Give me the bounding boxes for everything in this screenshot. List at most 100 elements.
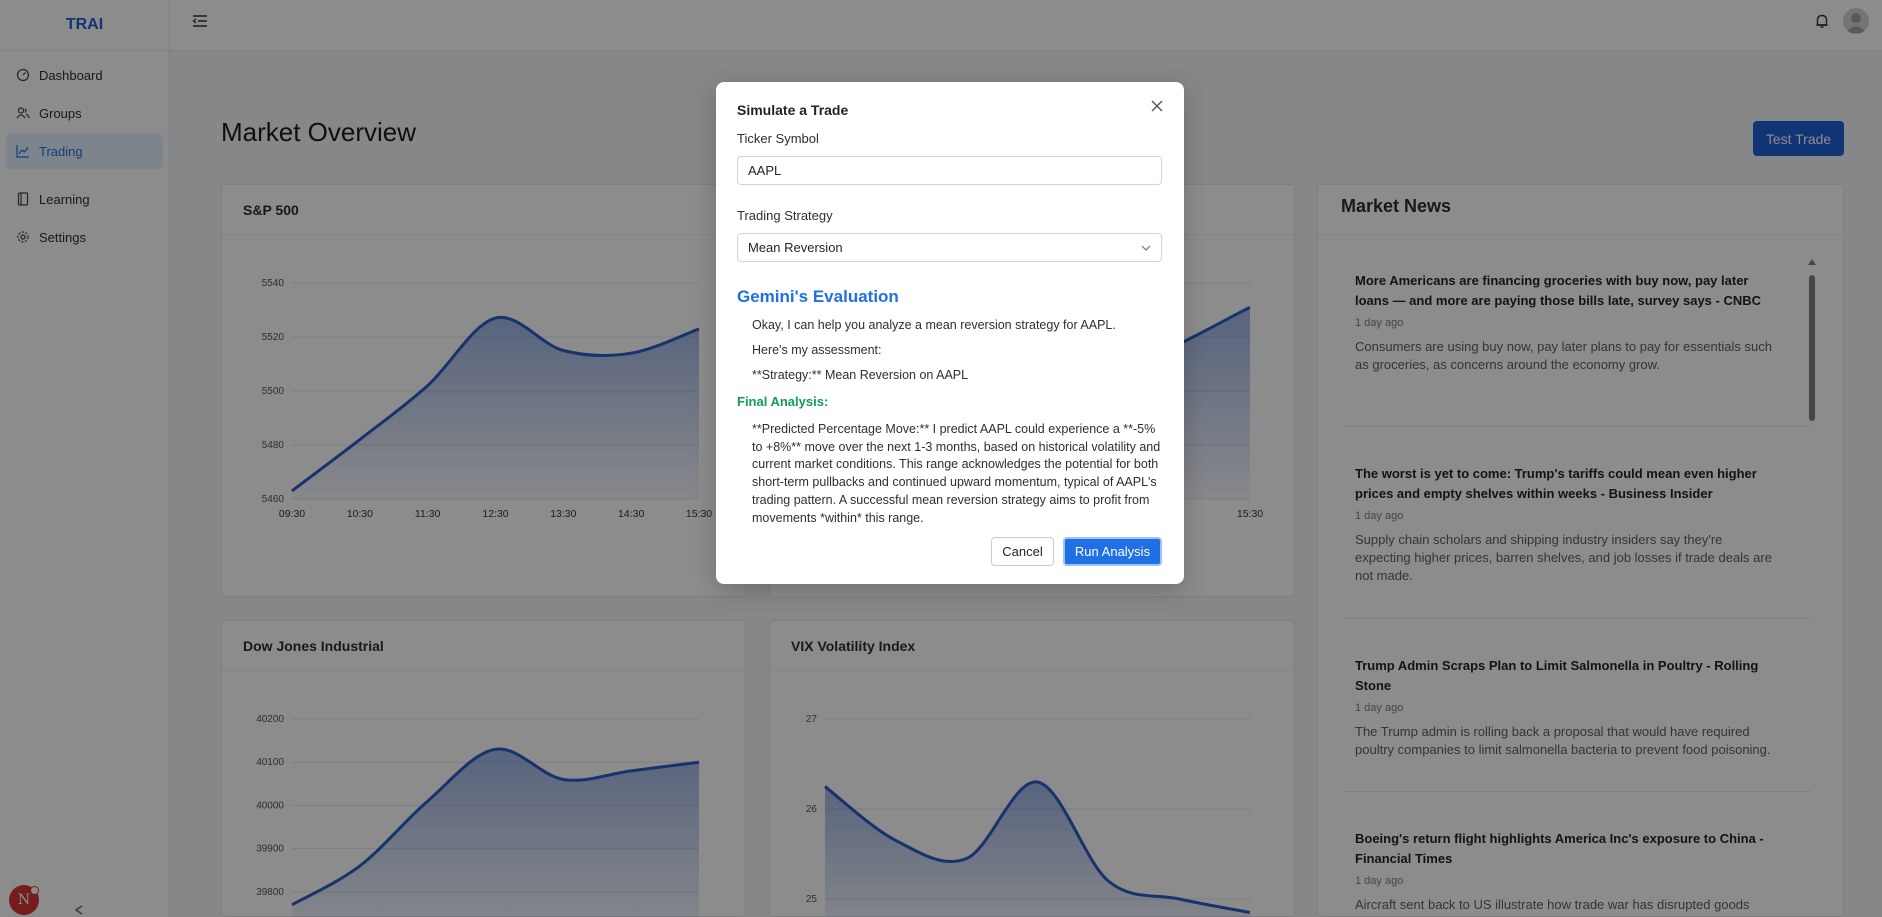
- brand-logo[interactable]: TRAI: [0, 0, 169, 51]
- close-icon[interactable]: [1150, 99, 1164, 113]
- evaluation-line: Here's my assessment:: [752, 343, 882, 357]
- sidebar-item-dashboard[interactable]: Dashboard: [6, 57, 163, 93]
- cancel-button[interactable]: Cancel: [991, 537, 1054, 566]
- x-tick-label: 15:30: [1237, 508, 1263, 520]
- news-time: 1 day ago: [1355, 702, 1404, 714]
- news-time: 1 day ago: [1355, 510, 1404, 522]
- y-tick-label: 5480: [262, 440, 285, 451]
- news-item[interactable]: More Americans are financing groceries w…: [1355, 271, 1775, 374]
- sp500-chart: 5460 5480 5500 5520 5540 09:30 10:30 11:30 12:30…: [262, 278, 713, 520]
- series-line: [291, 747, 700, 907]
- avatar-letter: N: [17, 892, 31, 908]
- strategy-value: Mean Reversion: [748, 240, 843, 255]
- status-dot: [30, 886, 39, 895]
- ticker-label: Ticker Symbol: [737, 131, 819, 146]
- y-tick-label: 26: [806, 804, 818, 815]
- sidebar-nav: Dashboard Groups Trading Learning Setti: [0, 51, 169, 255]
- news-time: 1 day ago: [1355, 875, 1404, 887]
- y-tick-label: 40000: [256, 800, 284, 811]
- news-title: Market News: [1341, 196, 1452, 216]
- user-badge-avatar[interactable]: N: [9, 885, 39, 915]
- series-area: [292, 317, 699, 499]
- y-tick-label: 5520: [262, 332, 285, 343]
- y-tick-label: 5540: [262, 278, 285, 289]
- sidebar-item-label: Dashboard: [39, 67, 103, 83]
- series-line: [824, 780, 1251, 914]
- chevron-down-icon: [1141, 245, 1151, 251]
- news-item[interactable]: Boeing's return flight highlights Americ…: [1355, 829, 1775, 916]
- chart-card-vix: VIX Volatility Index 25262709:0010:0011:…: [769, 620, 1295, 917]
- chart-card-dow: Dow Jones Industrial 3970039800399004000…: [221, 620, 746, 917]
- x-tick-label: 14:30: [618, 508, 644, 520]
- final-analysis-title: Final Analysis:: [737, 394, 829, 409]
- dow-chart: 39700398003990040000401004020009:3010:30…: [256, 714, 700, 917]
- evaluation-title: Gemini's Evaluation: [737, 287, 899, 306]
- evaluation-line: Okay, I can help you analyze a mean reve…: [752, 318, 1116, 332]
- sidebar-item-trading[interactable]: Trading: [6, 133, 163, 169]
- sidebar: TRAI Dashboard Groups Trading Learning: [0, 0, 170, 917]
- news-description: Consumers are using buy now, pay later p…: [1355, 339, 1772, 372]
- news-headline[interactable]: More Americans are financing groceries w…: [1355, 273, 1762, 308]
- news-time: 1 day ago: [1355, 317, 1404, 329]
- collapse-arrow-icon[interactable]: [73, 905, 85, 915]
- gear-icon: [16, 230, 30, 244]
- simulate-trade-dialog: Simulate a Trade Ticker Symbol Trading S…: [716, 82, 1184, 584]
- y-tick-label: 39900: [256, 844, 284, 855]
- sidebar-item-groups[interactable]: Groups: [6, 95, 163, 131]
- topbar: [170, 0, 1882, 51]
- chart-title: S&P 500: [243, 202, 299, 218]
- x-tick-label: 10:30: [347, 508, 373, 520]
- series-area: [825, 781, 1250, 917]
- vix-chart: 25262709:0010:0011:0012:0013:0014:0015:0…: [806, 714, 1251, 917]
- x-tick-label: 12:30: [482, 508, 508, 520]
- news-description: Aircraft sent back to US illustrate how …: [1355, 897, 1750, 916]
- evaluation-line: **Strategy:** Mean Reversion on AAPL: [752, 368, 969, 382]
- chart-title: VIX Volatility Index: [791, 638, 916, 654]
- sidebar-item-label: Settings: [39, 229, 86, 245]
- news-description: The Trump admin is rolling back a propos…: [1355, 724, 1771, 757]
- sidebar-item-label: Groups: [39, 105, 82, 121]
- x-tick-label: 11:30: [415, 508, 441, 520]
- chart-card-sp500: S&P 500 5460 5480 5500 5520 5540 09:30 10:30 11…: [221, 184, 746, 597]
- book-icon: [16, 192, 30, 206]
- ticker-input[interactable]: [737, 156, 1162, 185]
- sidebar-item-settings[interactable]: Settings: [6, 219, 163, 255]
- x-tick-label: 15:30: [686, 508, 712, 520]
- series-line: [291, 315, 700, 493]
- final-analysis-text: **Predicted Percentage Move:** I predict…: [752, 422, 1161, 525]
- menu-toggle-icon[interactable]: [192, 13, 208, 29]
- y-tick-label: 5500: [262, 386, 285, 397]
- dialog-title: Simulate a Trade: [737, 102, 849, 118]
- groups-icon: [16, 106, 30, 120]
- y-tick-label: 27: [806, 714, 818, 725]
- sidebar-item-learning[interactable]: Learning: [6, 181, 163, 217]
- dashboard-icon: [16, 68, 30, 82]
- strategy-label: Trading Strategy: [737, 208, 833, 223]
- market-news-panel: Market News More Americans are financing…: [1317, 184, 1844, 917]
- strategy-select[interactable]: Mean Reversion: [737, 233, 1162, 262]
- y-tick-label: 25: [806, 894, 818, 905]
- bell-icon[interactable]: [1814, 13, 1830, 29]
- y-tick-label: 5460: [262, 494, 285, 505]
- sidebar-item-label: Learning: [39, 191, 90, 207]
- scroll-up-icon[interactable]: [1808, 259, 1816, 265]
- news-item[interactable]: Trump Admin Scraps Plan to Limit Salmone…: [1355, 656, 1775, 759]
- series-area: [292, 749, 699, 917]
- test-trade-button[interactable]: Test Trade: [1753, 121, 1844, 156]
- sidebar-item-label: Trading: [39, 143, 83, 159]
- y-tick-label: 39800: [256, 887, 284, 898]
- news-description: Supply chain scholars and shipping indus…: [1355, 532, 1772, 583]
- chart-title: Dow Jones Industrial: [243, 638, 384, 654]
- trading-icon: [16, 144, 30, 158]
- x-tick-label: 09:30: [279, 508, 305, 520]
- run-analysis-button[interactable]: Run Analysis: [1063, 537, 1162, 566]
- x-tick-label: 13:30: [550, 508, 576, 520]
- news-scrollbar[interactable]: [1809, 275, 1815, 421]
- news-headline[interactable]: The worst is yet to come: Trump's tariff…: [1355, 466, 1757, 501]
- news-headline[interactable]: Boeing's return flight highlights Americ…: [1355, 831, 1764, 866]
- page-title: Market Overview: [221, 117, 417, 147]
- news-headline[interactable]: Trump Admin Scraps Plan to Limit Salmone…: [1355, 658, 1759, 693]
- news-item[interactable]: The worst is yet to come: Trump's tariff…: [1355, 464, 1775, 585]
- user-avatar[interactable]: [1843, 8, 1869, 34]
- y-tick-label: 40100: [256, 757, 284, 768]
